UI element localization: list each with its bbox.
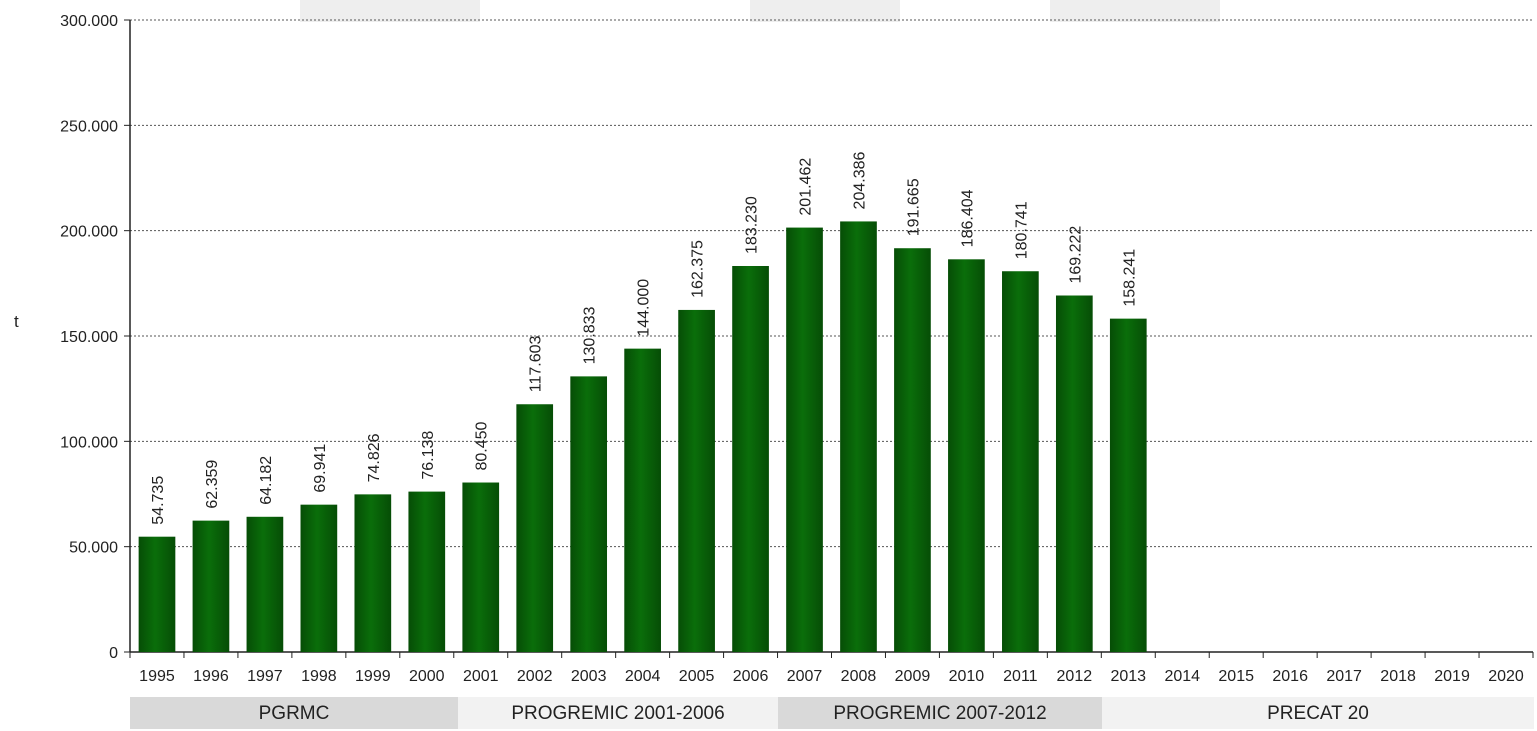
bar bbox=[246, 516, 284, 652]
bar bbox=[732, 265, 769, 652]
data-label: 204.386 bbox=[851, 151, 868, 209]
x-tick-label: 1999 bbox=[355, 668, 391, 685]
y-axis-label: t bbox=[14, 312, 19, 331]
x-tick-label: 1998 bbox=[301, 668, 337, 685]
bar bbox=[894, 248, 931, 652]
x-tick-label: 2001 bbox=[463, 668, 499, 685]
x-tick-label: 2009 bbox=[895, 668, 931, 685]
data-label: 144.000 bbox=[636, 279, 653, 337]
bar bbox=[354, 494, 392, 652]
y-tick-label: 250.000 bbox=[60, 118, 118, 135]
period-band-pgrmc: PGRMC bbox=[130, 697, 458, 729]
data-label: 76.138 bbox=[420, 431, 437, 480]
data-label: 69.941 bbox=[312, 444, 329, 493]
data-label: 162.375 bbox=[690, 240, 707, 298]
period-band-progremic-2001-2006: PROGREMIC 2001-2006 bbox=[458, 697, 778, 729]
x-tick-label: 2004 bbox=[625, 668, 661, 685]
data-label: 62.359 bbox=[204, 460, 221, 509]
y-tick-label: 100.000 bbox=[60, 434, 118, 451]
x-tick-label: 2016 bbox=[1272, 668, 1308, 685]
y-tick-label: 150.000 bbox=[60, 329, 118, 346]
data-label: 183.230 bbox=[744, 196, 761, 254]
y-tick-label: 200.000 bbox=[60, 224, 118, 241]
data-label: 74.826 bbox=[366, 433, 383, 482]
data-label: 158.241 bbox=[1121, 249, 1138, 307]
data-label: 191.665 bbox=[905, 178, 922, 236]
x-tick-label: 2020 bbox=[1488, 668, 1524, 685]
x-tick-label: 2002 bbox=[517, 668, 553, 685]
y-tick-label: 0 bbox=[109, 645, 118, 662]
data-label: 54.735 bbox=[150, 476, 167, 525]
bar bbox=[462, 482, 500, 652]
x-tick-label: 2006 bbox=[733, 668, 769, 685]
data-label: 186.404 bbox=[959, 189, 976, 247]
bar bbox=[840, 221, 877, 653]
data-label: 180.741 bbox=[1013, 201, 1030, 259]
x-tick-label: 2015 bbox=[1218, 668, 1254, 685]
bar bbox=[786, 227, 823, 652]
bar bbox=[948, 259, 985, 652]
watermark-band bbox=[750, 0, 900, 22]
data-label: 201.462 bbox=[798, 158, 815, 216]
bar bbox=[516, 404, 554, 652]
x-tick-label: 2017 bbox=[1326, 668, 1362, 685]
bar bbox=[624, 348, 661, 652]
data-label: 80.450 bbox=[474, 421, 491, 470]
watermark-band bbox=[1050, 0, 1220, 22]
data-label: 117.603 bbox=[528, 335, 545, 392]
y-tick-label: 50.000 bbox=[69, 540, 118, 557]
period-band-progremic-2007-2012: PROGREMIC 2007-2012 bbox=[778, 697, 1102, 729]
x-tick-label: 2010 bbox=[949, 668, 985, 685]
bar bbox=[408, 491, 446, 652]
bar bbox=[1055, 295, 1093, 652]
x-tick-label: 2012 bbox=[1057, 668, 1093, 685]
x-tick-label: 2014 bbox=[1164, 668, 1200, 685]
bar bbox=[570, 376, 608, 652]
x-tick-label: 2013 bbox=[1110, 668, 1146, 685]
x-tick-label: 2007 bbox=[787, 668, 823, 685]
data-label: 169.222 bbox=[1067, 226, 1084, 284]
bar bbox=[192, 520, 230, 652]
bar bbox=[1002, 271, 1039, 652]
x-tick-label: 2011 bbox=[1003, 668, 1038, 685]
x-tick-label: 2018 bbox=[1380, 668, 1416, 685]
x-tick-label: 2019 bbox=[1434, 668, 1470, 685]
bar bbox=[300, 504, 338, 652]
x-tick-label: 2003 bbox=[571, 668, 607, 685]
y-tick-label: 300.000 bbox=[60, 13, 118, 30]
data-label: 64.182 bbox=[258, 456, 275, 505]
x-tick-label: 1995 bbox=[139, 668, 175, 685]
bar bbox=[678, 309, 715, 652]
x-tick-label: 1997 bbox=[247, 668, 283, 685]
x-tick-label: 1996 bbox=[193, 668, 229, 685]
x-tick-label: 2005 bbox=[679, 668, 715, 685]
bar bbox=[1109, 318, 1147, 652]
period-band-precat-20: PRECAT 20 bbox=[1102, 697, 1534, 729]
watermark-band bbox=[300, 0, 480, 22]
x-tick-label: 2000 bbox=[409, 668, 445, 685]
x-tick-label: 2008 bbox=[841, 668, 877, 685]
data-label: 130.833 bbox=[582, 306, 599, 364]
bar bbox=[138, 536, 176, 652]
